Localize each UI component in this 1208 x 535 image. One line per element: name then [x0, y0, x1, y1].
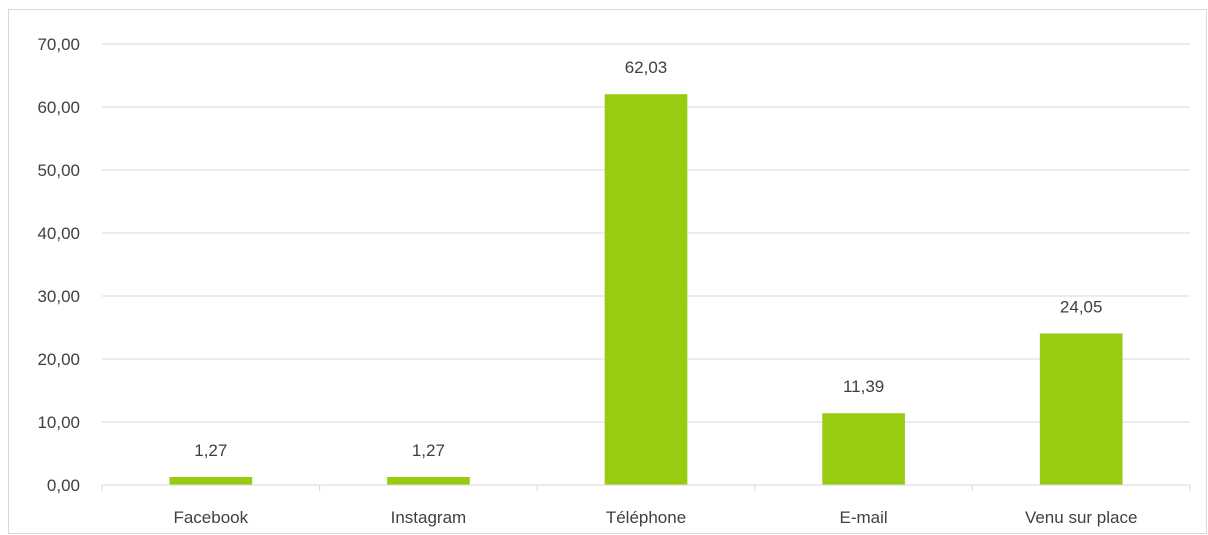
y-tick-label: 0,00	[47, 476, 80, 495]
y-axis-tick-labels: 0,00 10,00 20,00 30,00 40,00 50,00 60,00 70,00	[37, 35, 80, 495]
bars	[169, 94, 1123, 485]
bar	[169, 476, 253, 485]
y-tick-label: 40,00	[37, 224, 80, 243]
y-tick-label: 70,00	[37, 35, 80, 54]
data-labels: 1,27 1,27 62,03 11,39 24,05	[194, 58, 1102, 460]
y-tick-label: 20,00	[37, 350, 80, 369]
x-axis-tick-labels: Facebook Instagram Téléphone E-mail Venu sur…	[173, 508, 1137, 527]
bar	[822, 413, 905, 485]
y-tick-label: 10,00	[37, 413, 80, 432]
x-tick-label: Instagram	[391, 508, 467, 527]
data-label: 11,39	[843, 377, 884, 396]
x-tick-label: Venu sur place	[1025, 508, 1137, 527]
data-label: 1,27	[194, 441, 227, 460]
x-tick-label: E-mail	[840, 508, 888, 527]
y-tick-label: 60,00	[37, 98, 80, 117]
x-tick-label: Facebook	[173, 508, 248, 527]
data-label: 1,27	[412, 441, 445, 460]
y-tick-label: 30,00	[37, 287, 80, 306]
bar	[604, 94, 688, 485]
data-label: 24,05	[1060, 297, 1103, 316]
y-tick-label: 50,00	[37, 161, 80, 180]
x-axis	[101, 484, 1191, 491]
bar	[1039, 333, 1123, 485]
bar	[387, 476, 470, 485]
data-label: 62,03	[625, 58, 668, 77]
x-tick-label: Téléphone	[606, 508, 686, 527]
